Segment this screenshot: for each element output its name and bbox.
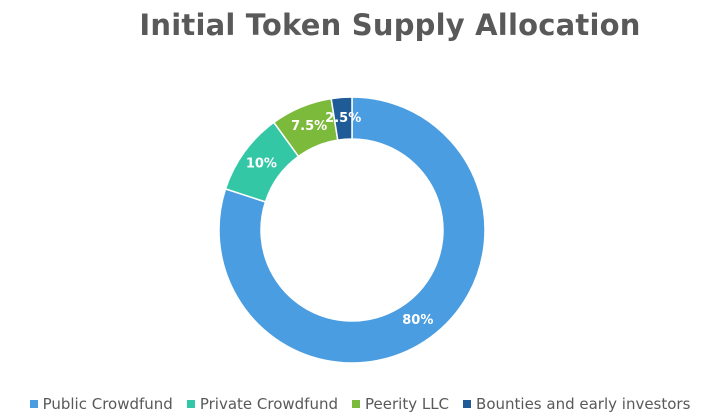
slice-public-crowdfund [218, 96, 486, 364]
data-label-peerity-llc: 7.5% [291, 119, 327, 134]
legend-swatch [29, 400, 38, 408]
data-label-bounties-and-early-investors: 2.5% [325, 111, 361, 126]
legend-item-bounties-and-early-investors: Bounties and early investors [463, 395, 690, 413]
legend-label: Public Crowdfund [42, 395, 173, 413]
legend-label: Bounties and early investors [476, 395, 691, 413]
legend-item-peerity-llc: Peerity LLC [352, 395, 449, 413]
legend-swatch [352, 400, 361, 408]
slice-bounties-and-early-investors [330, 96, 353, 141]
legend-swatch [186, 400, 195, 408]
legend-item-public-crowdfund: Public Crowdfund [29, 395, 173, 413]
data-label-public-crowdfund: 80% [402, 313, 433, 328]
data-labels-layer: 80% 10% 7.5%2.5% [246, 111, 434, 328]
legend-label: Peerity LLC [365, 395, 450, 413]
slices-layer [218, 96, 486, 364]
data-label-private-crowdfund: 10% [246, 157, 277, 172]
chart-legend: Public Crowdfund Private Crowdfund Peerity… [0, 393, 720, 415]
legend-label: Private Crowdfund [199, 395, 339, 413]
chart-title: Initial Token Supply Allocation [139, 8, 641, 42]
legend-item-private-crowdfund: Private Crowdfund [186, 395, 339, 413]
legend-swatch [463, 400, 472, 408]
